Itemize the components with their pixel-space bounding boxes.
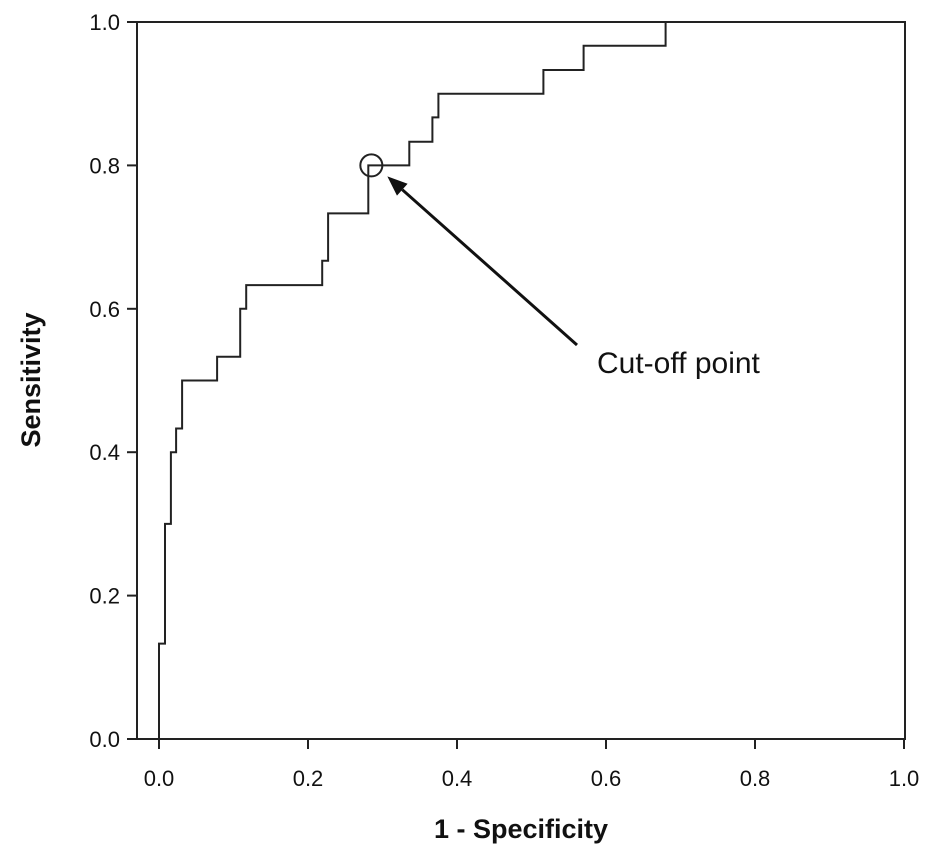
annotation-layer: Cut-off point bbox=[359, 153, 761, 380]
y-axis-ticks: 0.0 0.2 0.4 0.6 0.8 1.0 bbox=[89, 10, 137, 752]
annotation-arrow bbox=[401, 188, 578, 347]
roc-curve bbox=[158, 21, 904, 739]
cutoff-point-label: Cut-off point bbox=[597, 347, 761, 380]
x-axis-title: 1 - Specificity bbox=[434, 814, 608, 844]
y-tick-label: 0.8 bbox=[89, 153, 120, 178]
x-tick-label: 0.8 bbox=[740, 766, 771, 791]
plot-frame bbox=[136, 21, 906, 740]
y-tick-label: 0.4 bbox=[89, 440, 120, 465]
x-tick-label: 0.2 bbox=[293, 766, 324, 791]
y-tick-label: 0.2 bbox=[89, 584, 120, 609]
y-axis-title: Sensitivity bbox=[16, 312, 46, 447]
x-tick-label: 0.4 bbox=[442, 766, 473, 791]
x-tick-label: 0.0 bbox=[144, 766, 175, 791]
annotation-arrow-head bbox=[387, 176, 408, 196]
y-tick-label: 0.6 bbox=[89, 297, 120, 322]
x-axis-ticks: 0.0 0.2 0.4 0.6 0.8 1.0 bbox=[144, 739, 920, 791]
series-layer bbox=[158, 21, 904, 739]
x-tick-label: 1.0 bbox=[889, 766, 920, 791]
y-tick-label: 0.0 bbox=[89, 727, 120, 752]
x-tick-label: 0.6 bbox=[591, 766, 622, 791]
cutoff-point-marker bbox=[359, 153, 384, 178]
y-tick-label: 1.0 bbox=[89, 10, 120, 35]
